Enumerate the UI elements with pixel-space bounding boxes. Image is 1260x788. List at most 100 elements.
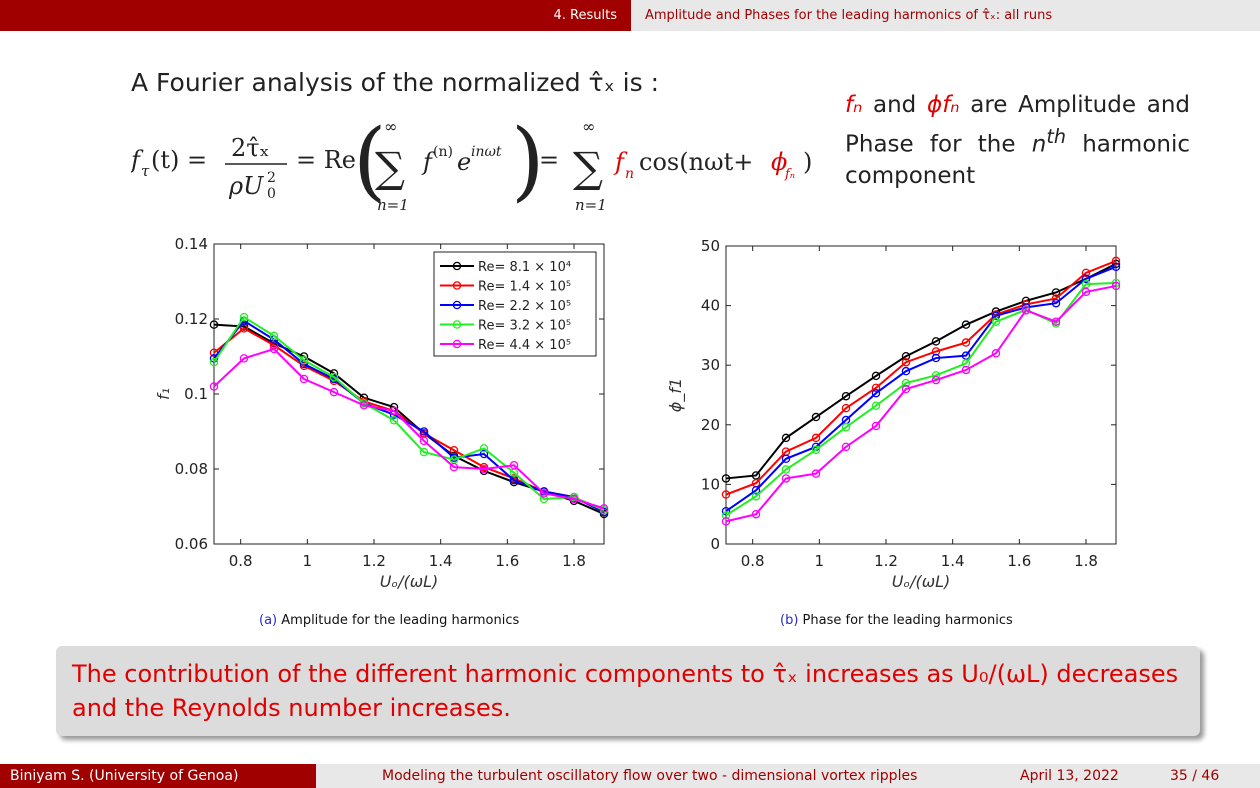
formula-phase-sub: fₙ [784, 167, 795, 182]
data-point [299, 374, 309, 384]
conclusion-box: The contribution of the different harmon… [56, 646, 1200, 736]
data-point [901, 352, 911, 361]
side-fn: fₙ [845, 92, 863, 118]
data-point [991, 349, 1001, 358]
x-tick-label: 1.6 [495, 552, 519, 570]
data-point [901, 357, 911, 367]
data-point [419, 436, 429, 446]
data-point [419, 427, 429, 436]
intro-text: A Fourier analysis of the normalized τ̂ₓ… [131, 68, 659, 97]
footer-title: Modeling the turbulent oscillatory flow … [316, 764, 1020, 788]
data-point [389, 415, 399, 425]
caption-b-label: (b) [780, 613, 799, 628]
header-bar: 4. Results Amplitude and Phases for the … [0, 0, 1260, 31]
data-point [721, 517, 731, 526]
data-point [841, 442, 851, 452]
legend-entry: Re= 4.4 × 10⁵ [478, 338, 571, 353]
formula-amp-sub: n [625, 166, 634, 182]
series-line-0 [725, 262, 1117, 480]
side-nth-sup: th [1046, 125, 1066, 148]
y-tick-label: 50 [701, 237, 720, 255]
data-point [871, 371, 881, 381]
x-tick-label: 1.2 [362, 552, 386, 570]
data-point [871, 401, 881, 410]
y-tick-label: 20 [701, 416, 720, 434]
data-point [811, 412, 821, 422]
data-point [961, 338, 971, 347]
legend-entry: Re= 2.2 × 10⁵ [478, 299, 571, 314]
data-point [1051, 288, 1061, 297]
formula-frac-den-sub: 0 [267, 186, 276, 202]
legend-marker [452, 281, 462, 290]
data-point [721, 474, 731, 483]
data-point [931, 375, 941, 385]
data-point [209, 357, 219, 367]
frame-title: Amplitude and Phases for the leading har… [631, 0, 1260, 31]
data-point [871, 383, 881, 393]
side-nth: n [1031, 131, 1047, 158]
data-point [781, 454, 791, 464]
x-tick-label: 1.8 [1074, 552, 1098, 570]
sum1-symbol: ∑ [375, 143, 405, 192]
formula-term1-exp-sup: inωt [471, 144, 502, 160]
data-point [751, 509, 761, 519]
sum2-bottom: n=1 [575, 196, 607, 214]
data-point [721, 511, 731, 520]
x-tick-label: 1 [303, 552, 313, 570]
sum2-symbol: ∑ [573, 143, 603, 192]
data-point [329, 372, 339, 382]
y-tick-label: 0.14 [175, 235, 208, 253]
data-point [449, 462, 459, 472]
x-tick-label: 1.4 [429, 552, 453, 570]
amplitude-chart: 0.8 1 1.2 1.4 1.6 1.8 0.06 0.08 0.1 0.12 0.14 Uₒ/(ω… [154, 235, 609, 591]
data-point [599, 504, 609, 513]
data-point [539, 489, 549, 498]
data-point [901, 378, 911, 388]
phase-chart: 0.8 1 1.2 1.4 1.6 1.8 0 10 20 30 40 50 Uₒ/(ωL) ϕ_f1 [666, 237, 1121, 591]
x-tick-label: 0.8 [741, 552, 765, 570]
data-point [841, 391, 851, 401]
legend-marker [452, 300, 462, 310]
data-point [299, 356, 309, 365]
x-axis-label: Uₒ/(ωL) [380, 572, 439, 591]
formula-term1-sup: (n) [433, 144, 453, 160]
data-point [479, 449, 489, 459]
data-point [509, 460, 519, 470]
y-axis-label: f₁ [154, 388, 173, 400]
data-point [239, 312, 249, 322]
data-point [1081, 274, 1091, 284]
data-point [931, 337, 941, 346]
data-point [931, 371, 941, 380]
series-line-1 [725, 259, 1117, 496]
data-point [721, 490, 731, 499]
side-and: and [873, 92, 917, 118]
y-tick-label: 40 [701, 297, 720, 315]
caption-a: (a) Amplitude for the leading harmonics [259, 613, 519, 628]
footer-date: April 13, 2022 [1020, 764, 1170, 788]
data-point [269, 331, 279, 341]
legend-entry: Re= 8.1 × 10⁴ [478, 260, 571, 275]
x-tick-label: 1.6 [1007, 552, 1031, 570]
plot-area [725, 245, 1117, 545]
caption-b: (b) Phase for the leading harmonics [780, 613, 1013, 628]
sum2-top: ∞ [582, 120, 595, 136]
formula-term1-exp: e [457, 148, 471, 176]
series-line-3 [725, 281, 1117, 517]
data-point [1081, 268, 1091, 278]
series-line-4 [213, 347, 605, 510]
side-text2: harmonic component [845, 131, 1191, 189]
x-tick-label: 1 [815, 552, 825, 570]
y-tick-label: 0.06 [175, 535, 208, 553]
x-tick-label: 1.2 [874, 552, 898, 570]
footer-page: 35 / 46 [1170, 764, 1260, 788]
data-point [209, 320, 219, 329]
y-tick-label: 30 [701, 356, 720, 374]
data-point [269, 344, 279, 354]
data-point [811, 433, 821, 443]
y-tick-label: 0 [710, 535, 720, 553]
caption-a-text: Amplitude for the leading harmonics [281, 613, 520, 628]
data-point [871, 421, 881, 431]
data-point [479, 464, 489, 474]
y-axis-label: ϕ_f1 [666, 378, 686, 412]
data-point [811, 445, 821, 455]
